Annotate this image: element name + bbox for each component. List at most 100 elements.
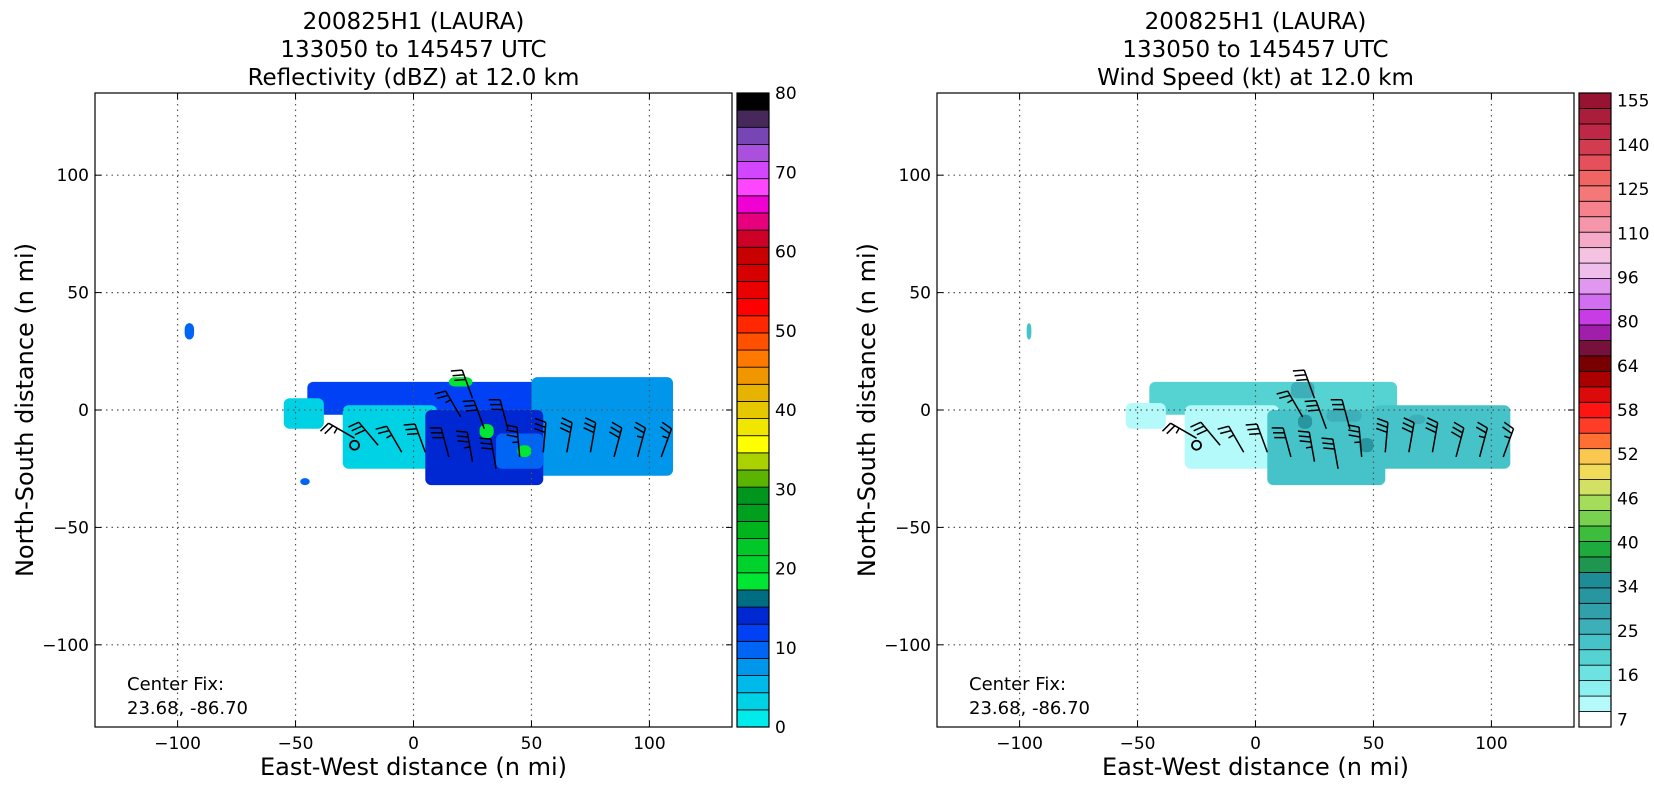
colorbar-tick-label-8: 80 (775, 84, 797, 104)
colorbar-tick-label-9: 80 (1617, 313, 1639, 333)
wind-barb-18 (450, 369, 474, 399)
wind-barb-17 (488, 399, 509, 429)
wind-barb-1 (1161, 422, 1197, 439)
x-axis-label: East-West distance (n mi) (260, 753, 567, 781)
wind-barb-10 (559, 417, 573, 453)
colorbar-frame (1578, 92, 1612, 728)
y-tick-label-2: 0 (78, 401, 89, 421)
wind-barb-16 (462, 399, 485, 430)
colorbar-segment-26 (736, 263, 770, 282)
colorbar-segment-20 (736, 366, 770, 385)
wind-barb-13 (1475, 421, 1489, 458)
wind-barb-8 (1347, 424, 1363, 458)
colorbar-segment-18 (1578, 432, 1612, 450)
wind-barb-14 (1502, 421, 1515, 458)
colorbar-tick-label-1: 10 (775, 639, 797, 659)
colorbar-segment-14 (1578, 494, 1612, 511)
colorbar: 0 10 20 30 40 50 60 70 80 (736, 84, 797, 738)
x-tick-label-3: 50 (521, 734, 543, 754)
colorbar-segment-3 (736, 658, 770, 676)
colorbar-segment-22 (1578, 370, 1612, 388)
colorbar-segment-3 (1578, 664, 1612, 682)
wind-barb-3 (1217, 425, 1245, 453)
chart-title-line-3: Reflectivity (dBZ) at 12.0 km (248, 65, 580, 91)
colorbar-segment-25 (1578, 324, 1612, 341)
x-tick-label-4: 100 (1475, 734, 1507, 754)
colorbar-segment-33 (736, 144, 770, 162)
wind-barb-2 (1190, 421, 1221, 446)
y-tick-label-4: 100 (899, 166, 931, 186)
wind-barb-18 (1292, 369, 1316, 399)
wind-barb-11 (1425, 417, 1439, 453)
colorbar-segment-35 (1578, 169, 1612, 187)
colorbar-segment-28 (736, 229, 770, 248)
wind-barb-5 (1271, 427, 1292, 458)
chart-panel-2: 200825H1 (LAURA)133050 to 145457 UTCWind… (853, 9, 1649, 781)
field-region-7 (448, 377, 473, 387)
colorbar-tick-label-3: 30 (775, 480, 797, 500)
colorbar-tick-label-0: 0 (775, 718, 786, 738)
colorbar-segment-39 (1578, 108, 1612, 125)
field-region-7 (1290, 381, 1315, 399)
colorbar-segment-15 (1578, 479, 1612, 496)
y-tick-label-3: 50 (909, 284, 931, 304)
wind-barb-15 (434, 390, 462, 418)
colorbar-segment-19 (1578, 417, 1612, 434)
colorbar-segment-27 (736, 246, 770, 265)
colorbar-segment-38 (1578, 123, 1612, 140)
x-tick-label-3: 50 (1363, 734, 1385, 754)
wind-barb-16 (1304, 399, 1327, 430)
colorbar-segment-23 (1578, 355, 1612, 372)
field-region-4 (342, 405, 438, 469)
wind-barb-12 (1450, 421, 1465, 458)
colorbar-segment-0 (1578, 711, 1612, 728)
colorbar-tick-label-8: 64 (1617, 357, 1639, 377)
colorbar-segment-24 (736, 298, 770, 317)
colorbar-segment-29 (1578, 262, 1612, 279)
colorbar-segment-16 (736, 435, 770, 454)
data-field (1026, 323, 1511, 486)
wind-barb-4 (403, 423, 427, 453)
chart-title-line-1: 200825H1 (LAURA) (303, 9, 525, 35)
colorbar-tick-label-5: 50 (775, 322, 797, 342)
x-tick-label-2: 0 (408, 734, 419, 754)
field-region-9 (1359, 438, 1374, 453)
y-tick-label-0: −100 (884, 636, 931, 656)
field-region-9 (517, 445, 532, 457)
field-region-2 (531, 377, 674, 476)
wind-barb-6 (1297, 430, 1316, 462)
colorbar-segment-12 (736, 503, 770, 522)
field-region-8 (479, 424, 494, 439)
x-tick-label-0: −100 (996, 734, 1043, 754)
colorbar-segment-21 (1578, 386, 1612, 403)
y-tick-label-1: −50 (53, 518, 89, 538)
wind-barb-12 (608, 421, 623, 458)
colorbar-segment-4 (1578, 649, 1612, 666)
wind-barb-7 (479, 437, 497, 469)
chart-title-line-2: 133050 to 145457 UTC (1122, 37, 1388, 63)
wind-barb-10 (1401, 417, 1415, 453)
wind-barb-15 (1276, 390, 1304, 418)
center-fix-line-2: 23.68, -86.70 (127, 698, 248, 719)
wind-barb-13 (633, 421, 647, 458)
x-tick-label-4: 100 (633, 734, 665, 754)
wind-barbs (1161, 369, 1515, 469)
wind-barb-1 (319, 422, 355, 439)
colorbar-segment-36 (736, 92, 770, 111)
y-tick-label-0: −100 (42, 636, 89, 656)
colorbar-segment-37 (1578, 138, 1612, 156)
colorbar-segment-29 (736, 212, 770, 231)
wind-barb-17 (1330, 399, 1351, 429)
colorbar-segment-21 (736, 349, 770, 368)
x-axis-label: East-West distance (n mi) (1102, 753, 1409, 781)
colorbar-segment-9 (1578, 571, 1612, 589)
colorbar-tick-label-3: 34 (1617, 578, 1639, 598)
chart-title-line-1: 200825H1 (LAURA) (1145, 9, 1367, 35)
field-region-6 (1326, 410, 1362, 422)
field-region-8 (1297, 414, 1313, 429)
colorbar-tick-label-7: 58 (1617, 401, 1639, 421)
y-axis-label: North-South distance (n mi) (11, 243, 39, 577)
chart-panel-1: 200825H1 (LAURA)133050 to 145457 UTCRefl… (11, 9, 797, 781)
colorbar-tick-label-12: 125 (1617, 180, 1649, 200)
colorbar-segment-8 (1578, 587, 1612, 604)
